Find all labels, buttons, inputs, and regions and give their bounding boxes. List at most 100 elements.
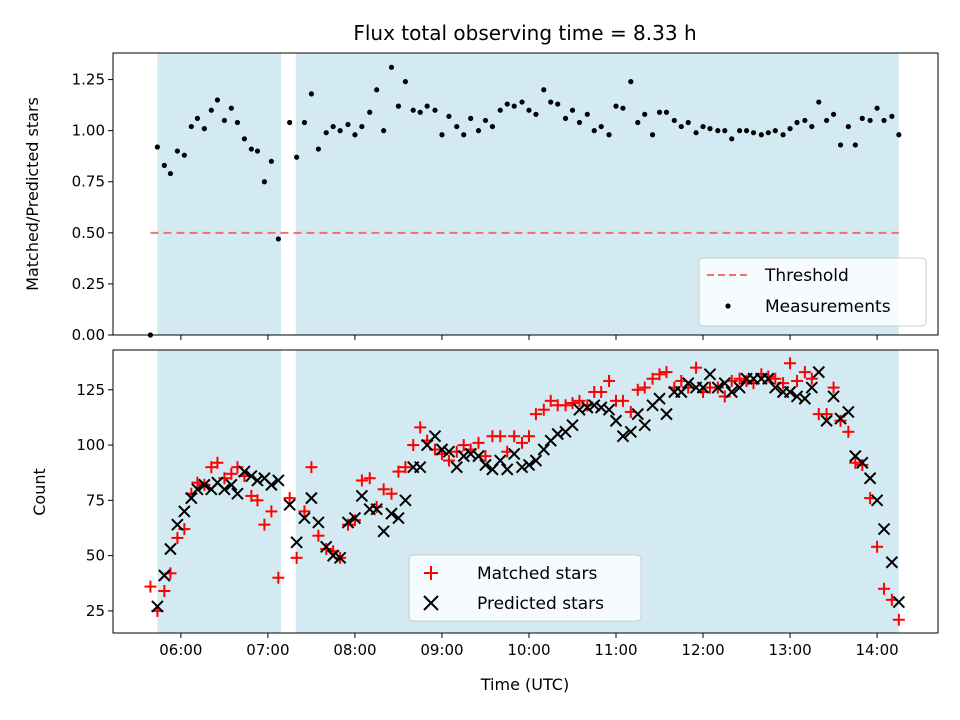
matched-star-point	[442, 454, 455, 467]
matched-star-point	[211, 456, 224, 469]
predicted-star-point	[820, 414, 833, 427]
measurement-point	[685, 119, 691, 126]
top-x-ticks	[180, 335, 878, 340]
measurement-point	[809, 123, 815, 130]
measurement-point	[743, 128, 750, 134]
matched-star-point	[385, 487, 398, 500]
measurement-point	[432, 107, 438, 113]
measurement-point	[410, 107, 416, 113]
top-legend-box	[698, 257, 927, 327]
predicted-star-point	[892, 595, 906, 609]
matched-star-point	[355, 474, 368, 487]
predicted-star-point	[312, 516, 325, 529]
matched-star-point	[508, 430, 521, 443]
measurement-point	[511, 103, 517, 109]
measurement-point	[620, 105, 626, 111]
y-tick-label: 1.25	[72, 71, 105, 89]
measurement-point	[188, 123, 194, 130]
measurement-point	[174, 148, 180, 154]
matched-star-point	[537, 403, 550, 416]
matched-star-point	[892, 613, 905, 626]
measurement-point	[729, 136, 735, 142]
measurement-point	[635, 119, 641, 126]
measurement-point	[874, 105, 880, 111]
matched-star-point	[784, 357, 797, 370]
matched-star-point	[646, 372, 659, 385]
measurement-point	[722, 128, 728, 134]
measurement-point	[294, 154, 300, 160]
measurement-point	[337, 128, 343, 134]
matched-star-point	[878, 582, 891, 595]
top-legend: Threshold Measurements	[698, 257, 927, 327]
measurement-point	[402, 79, 409, 85]
predicted-star-point	[595, 401, 608, 414]
predicted-star-point	[885, 556, 899, 569]
predicted-star-point	[790, 390, 804, 403]
matched-star-point	[834, 414, 847, 427]
predicted-star-point	[609, 414, 623, 427]
matched-star-point	[660, 366, 673, 379]
measurement-point	[482, 117, 489, 124]
predicted-star-point	[225, 478, 238, 492]
measurement-point	[700, 123, 706, 130]
matched-star-point	[544, 394, 557, 407]
y-tick-label: 125	[76, 381, 105, 399]
predicted-star-point	[305, 491, 318, 505]
matched-star-point	[798, 366, 811, 379]
predicted-star-point	[185, 491, 198, 505]
predicted-star-point	[399, 494, 412, 507]
measurement-point	[315, 146, 321, 152]
chart-title: Flux total observing time = 8.33 h	[353, 21, 696, 45]
predicted-star-point	[457, 449, 470, 463]
measurement-point	[606, 132, 612, 138]
predicted-star-point	[464, 447, 477, 461]
predicted-star-point	[191, 483, 204, 496]
predicted-star-point	[507, 447, 521, 461]
matched-star-point	[472, 436, 485, 449]
legend-threshold-label: Threshold	[764, 266, 849, 286]
x-tick-label: 09:00	[420, 641, 463, 659]
measurement-point	[468, 115, 474, 121]
predicted-star-point	[624, 425, 638, 439]
top-axes-frame	[112, 52, 939, 336]
matched-star-point	[178, 523, 191, 536]
predicted-star-point	[283, 498, 296, 511]
measurement-point	[504, 101, 510, 107]
predicted-star-point	[581, 401, 594, 414]
matched-star-point	[690, 361, 703, 374]
panel-top: 0.00 0.25 0.50 0.75 1.00 1.25 Matched/Predict…	[23, 52, 939, 344]
matched-star-point	[791, 374, 804, 387]
predicted-star-point	[696, 381, 710, 394]
measurement-point	[881, 117, 887, 124]
measurement-point	[261, 179, 268, 185]
y-tick-label: 0.00	[72, 326, 105, 344]
predicted-star-point	[616, 430, 630, 443]
matched-star-point	[312, 529, 325, 542]
predicted-star-point	[631, 407, 644, 421]
measurement-point	[765, 130, 771, 136]
measurement-point	[359, 123, 365, 130]
predicted-star-point	[151, 600, 164, 613]
measurement-point	[497, 107, 503, 113]
predicted-star-point	[842, 405, 855, 419]
predicted-star-point	[805, 381, 819, 394]
x-axis: 06:00 07:00 08:00 09:00 10:00 11:00 12:00 13:00…	[159, 633, 899, 659]
matched-star-point	[265, 505, 278, 518]
matched-star-point	[392, 465, 405, 478]
measurement-point	[352, 132, 358, 138]
predicted-star-point	[413, 460, 427, 474]
matched-star-point	[516, 436, 529, 449]
matched-star-point	[245, 489, 258, 502]
matched-star-point	[320, 542, 333, 555]
measurement-point	[794, 119, 800, 126]
predicted-star-point	[588, 399, 601, 412]
measurement-point	[845, 123, 851, 130]
matched-star-point	[225, 467, 238, 480]
predicted-star-point	[245, 469, 258, 483]
predicted-star-point	[326, 549, 340, 562]
predicted-star-point	[494, 454, 507, 467]
top-y-axis: 0.00 0.25 0.50 0.75 1.00 1.25	[72, 71, 113, 344]
predicted-star-point	[218, 483, 231, 496]
measurement-point	[454, 123, 460, 130]
